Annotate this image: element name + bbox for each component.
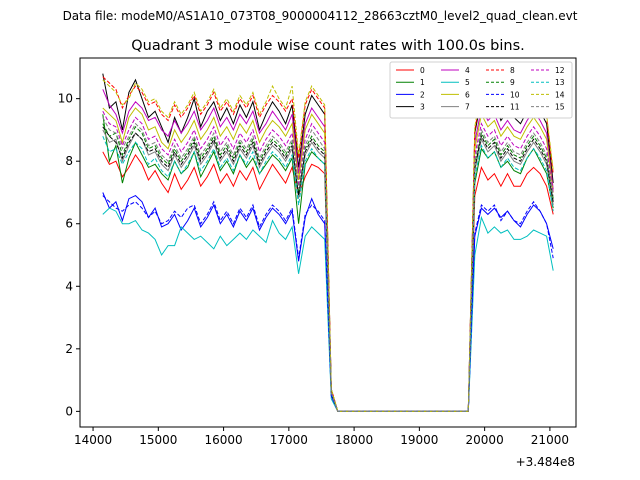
x-tick-label: 19000 (400, 433, 438, 447)
legend-label-15: 15 (555, 103, 565, 112)
legend-label-6: 6 (465, 90, 470, 99)
legend-label-13: 13 (555, 78, 565, 87)
chart-title: Quadrant 3 module wise count rates with … (131, 38, 525, 54)
x-tick-label: 14000 (74, 433, 112, 447)
x-offset-label: +3.484e8 (516, 455, 575, 469)
x-tick-label: 16000 (204, 433, 242, 447)
series-line-11 (102, 126, 554, 412)
y-tick-label: 2 (65, 342, 73, 356)
y-tick-label: 8 (65, 154, 73, 168)
x-tick-label: 17000 (270, 433, 308, 447)
legend-label-0: 0 (420, 66, 425, 75)
legend-label-3: 3 (420, 103, 425, 112)
series-line-13 (102, 136, 554, 412)
legend-box (389, 61, 573, 119)
legend-label-8: 8 (510, 66, 515, 75)
series-line-10 (102, 195, 554, 412)
y-tick-label: 4 (65, 279, 73, 293)
series-line-12 (102, 110, 554, 412)
legend-label-5: 5 (465, 78, 470, 87)
legend-label-14: 14 (555, 90, 565, 99)
legend-label-11: 11 (510, 103, 520, 112)
series-line-15 (102, 117, 554, 412)
y-tick-label: 10 (58, 92, 73, 106)
legend-label-10: 10 (510, 90, 520, 99)
series-line-5 (102, 207, 554, 412)
legend-label-1: 1 (420, 78, 425, 87)
series-line-14 (102, 79, 554, 412)
y-tick-label: 6 (65, 217, 73, 231)
legend-label-2: 2 (420, 90, 425, 99)
series-line-0 (102, 151, 554, 412)
x-tick-label: 15000 (139, 433, 177, 447)
series-line-7 (102, 129, 554, 412)
x-tick-label: 21000 (531, 433, 569, 447)
series-line-9 (102, 123, 554, 412)
series-line-8 (102, 76, 554, 412)
legend-label-7: 7 (465, 103, 470, 112)
series-line-4 (102, 89, 554, 412)
data-file-caption: Data file: modeM0/AS1A10_073T08_90000041… (63, 9, 578, 23)
axes-frame (79, 57, 577, 428)
x-tick-label: 20000 (466, 433, 504, 447)
series-line-6 (102, 107, 554, 412)
x-tick-label: 18000 (335, 433, 373, 447)
legend-label-4: 4 (465, 66, 470, 75)
legend-label-12: 12 (555, 66, 565, 75)
legend-label-9: 9 (510, 78, 515, 87)
y-tick-label: 0 (65, 404, 73, 418)
plot-area: 14000 15000 16000 17000 18000 19000 20000 21000… (58, 57, 577, 447)
